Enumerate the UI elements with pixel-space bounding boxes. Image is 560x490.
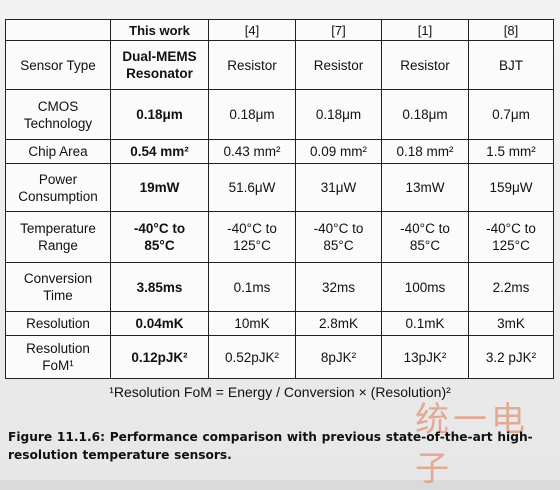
cell-this-work: 0.18μm: [110, 89, 209, 140]
cell-ref-1: 0.18μm: [381, 89, 469, 140]
cell-ref-8: 2.2ms: [468, 262, 554, 312]
table-header-row: This work [4] [7] [1] [8]: [5, 19, 554, 41]
table-row: CMOS Technology 0.18μm 0.18μm 0.18μm 0.1…: [5, 89, 554, 140]
comparison-table: This work [4] [7] [1] [8] Sensor Type Du…: [5, 19, 554, 379]
cell-this-work: 0.12pJK²: [110, 335, 209, 379]
row-label: Chip Area: [5, 139, 111, 164]
table-row: Resolution FoM¹ 0.12pJK² 0.52pJK² 8pJK² …: [5, 335, 554, 379]
table-row: Temperature Range -40°C to 85°C -40°C to…: [5, 211, 554, 263]
cell-ref-1: Resistor: [381, 40, 469, 90]
row-label: Conversion Time: [5, 262, 111, 312]
header-cell-ref-1: [1]: [381, 19, 469, 41]
cell-ref-8: 1.5 mm²: [468, 139, 554, 164]
figure-caption: Figure 11.1.6: Performance comparison wi…: [8, 430, 533, 462]
cell-ref-8: -40°C to 125°C: [468, 211, 554, 263]
cell-ref-7: 2.8mK: [295, 311, 382, 336]
header-cell-ref-8: [8]: [468, 19, 554, 41]
cell-ref-1: 0.18 mm²: [381, 139, 469, 164]
cell-this-work: 0.04mK: [110, 311, 209, 336]
cell-ref-7: 31μW: [295, 163, 382, 212]
header-cell-ref-4: [4]: [208, 19, 296, 41]
cell-ref-7: -40°C to 85°C: [295, 211, 382, 263]
cell-ref-7: Resistor: [295, 40, 382, 90]
cell-ref-7: 0.18μm: [295, 89, 382, 140]
row-label: Resolution: [5, 311, 111, 336]
cell-ref-8: 3mK: [468, 311, 554, 336]
table-footnote: ¹Resolution FoM = Energy / Conversion × …: [109, 384, 451, 400]
table-row: Resolution 0.04mK 10mK 2.8mK 0.1mK 3mK: [5, 311, 554, 336]
cell-ref-4: 51.6μW: [208, 163, 296, 212]
cell-ref-4: Resistor: [208, 40, 296, 90]
cell-ref-4: 0.18μm: [208, 89, 296, 140]
cell-ref-7: 8pJK²: [295, 335, 382, 379]
table-row: Chip Area 0.54 mm² 0.43 mm² 0.09 mm² 0.1…: [5, 139, 554, 164]
header-cell-ref-7: [7]: [295, 19, 382, 41]
row-label: Sensor Type: [5, 40, 111, 90]
cell-this-work: 3.85ms: [110, 262, 209, 312]
cell-ref-1: 0.1mK: [381, 311, 469, 336]
header-cell-empty: [5, 19, 111, 41]
table-row: Power Consumption 19mW 51.6μW 31μW 13mW …: [5, 163, 554, 212]
cell-ref-8: BJT: [468, 40, 554, 90]
cell-ref-1: 13pJK²: [381, 335, 469, 379]
cell-ref-4: 0.1ms: [208, 262, 296, 312]
cell-this-work: 19mW: [110, 163, 209, 212]
cell-this-work: Dual-MEMS Resonator: [110, 40, 209, 90]
cell-ref-8: 3.2 pJK²: [468, 335, 554, 379]
cell-ref-1: -40°C to 85°C: [381, 211, 469, 263]
cell-ref-1: 100ms: [381, 262, 469, 312]
cell-ref-8: 159μW: [468, 163, 554, 212]
cell-ref-4: 0.52pJK²: [208, 335, 296, 379]
cell-this-work: 0.54 mm²: [110, 139, 209, 164]
cell-ref-4: 10mK: [208, 311, 296, 336]
table-row: Conversion Time 3.85ms 0.1ms 32ms 100ms …: [5, 262, 554, 312]
table-row: Sensor Type Dual-MEMS Resonator Resistor…: [5, 40, 554, 90]
row-label: Resolution FoM¹: [5, 335, 111, 379]
cell-this-work: -40°C to 85°C: [110, 211, 209, 263]
row-label: Power Consumption: [5, 163, 111, 212]
cell-ref-4: 0.43 mm²: [208, 139, 296, 164]
cell-ref-7: 0.09 mm²: [295, 139, 382, 164]
cell-ref-7: 32ms: [295, 262, 382, 312]
cell-ref-8: 0.7μm: [468, 89, 554, 140]
row-label: Temperature Range: [5, 211, 111, 263]
header-cell-this-work: This work: [110, 19, 209, 41]
cell-ref-1: 13mW: [381, 163, 469, 212]
row-label: CMOS Technology: [5, 89, 111, 140]
cell-ref-4: -40°C to 125°C: [208, 211, 296, 263]
